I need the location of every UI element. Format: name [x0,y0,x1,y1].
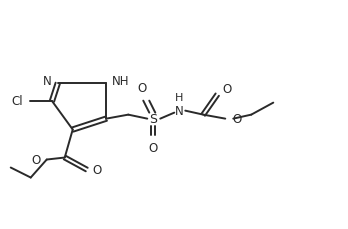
Text: O: O [222,83,231,96]
Text: O: O [31,153,41,166]
Text: NH: NH [112,75,130,87]
Text: N: N [175,105,184,118]
Text: O: O [93,163,102,176]
Text: H: H [175,92,183,102]
Text: O: O [138,82,147,95]
Text: O: O [149,142,158,154]
Text: N: N [43,75,52,87]
Text: O: O [232,113,242,125]
Text: Cl: Cl [11,95,23,108]
Text: S: S [149,113,157,125]
